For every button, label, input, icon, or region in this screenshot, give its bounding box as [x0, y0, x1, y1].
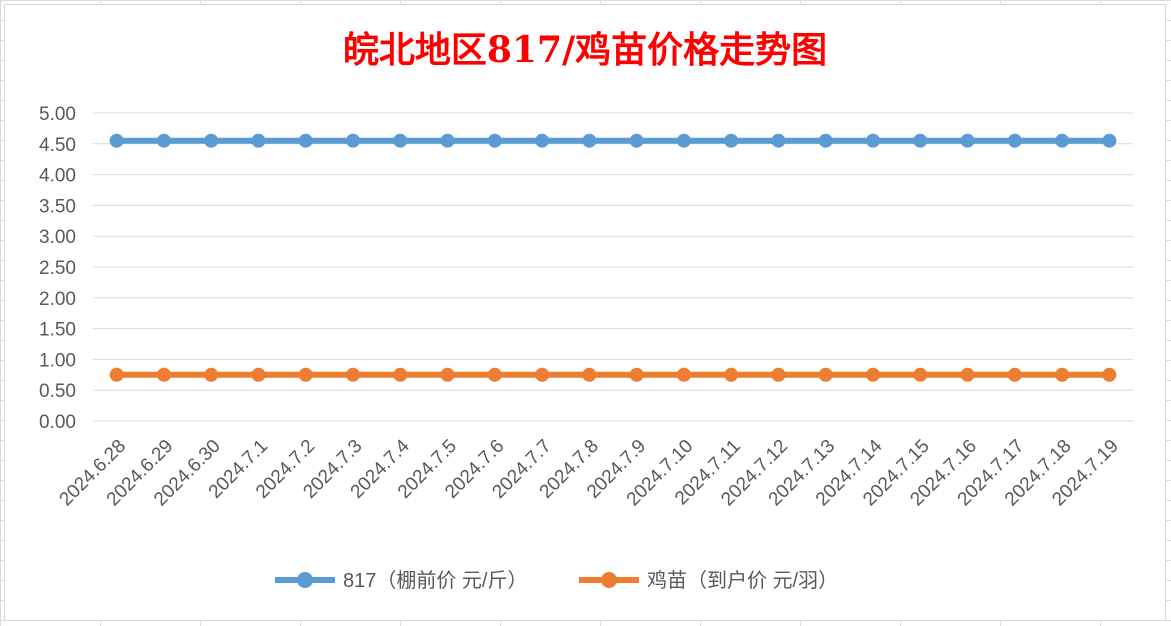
legend-swatch-marker [297, 572, 313, 588]
data-point [866, 133, 880, 148]
data-point [724, 367, 739, 382]
legend: 817（棚前价 元/斤） 鸡苗（到户价 元/羽） [275, 569, 838, 592]
legend-swatch-marker [601, 572, 617, 588]
data-point [251, 367, 266, 382]
data-point [298, 367, 313, 382]
y-tick-label: 2.50 [39, 258, 76, 279]
data-point [346, 133, 360, 148]
data-point [109, 367, 124, 382]
data-point [818, 367, 833, 382]
data-point [913, 133, 928, 148]
data-point [393, 133, 408, 148]
data-point [393, 367, 408, 382]
data-point [535, 367, 550, 382]
data-point [1102, 133, 1117, 148]
data-point [440, 133, 455, 148]
data-point [156, 133, 171, 148]
y-tick-label: 5.00 [39, 104, 76, 125]
y-tick-label: 1.00 [39, 350, 76, 371]
data-point [676, 367, 691, 382]
data-point [251, 133, 266, 148]
data-point [676, 133, 691, 148]
data-point [298, 133, 313, 148]
data-point [487, 133, 502, 148]
legend-label: 鸡苗（到户价 元/羽） [647, 569, 838, 592]
data-point [771, 367, 786, 382]
data-point [156, 367, 171, 382]
legend-label: 817（棚前价 元/斤） [343, 569, 527, 592]
y-tick-label: 4.00 [39, 166, 76, 187]
chart-title: 皖北地区817/鸡苗价格走势图 [343, 29, 827, 71]
data-point [535, 133, 550, 148]
data-point [582, 133, 597, 148]
data-point [1055, 367, 1070, 382]
data-point [771, 133, 786, 148]
y-tick-label: 1.50 [39, 320, 76, 341]
y-tick-label: 2.00 [39, 289, 76, 310]
data-point [629, 367, 644, 382]
data-point [1102, 367, 1117, 382]
data-point [866, 367, 880, 382]
y-tick-label: 3.50 [39, 196, 76, 217]
data-point [440, 367, 455, 382]
y-tick-label: 0.50 [39, 381, 76, 402]
data-point [1007, 133, 1022, 148]
chart-frame [4, 4, 1166, 621]
data-point [724, 133, 739, 148]
data-point [1007, 367, 1022, 382]
y-tick-label: 3.00 [39, 227, 76, 248]
data-point [204, 133, 219, 148]
data-point [1055, 133, 1070, 148]
y-tick-label: 0.00 [39, 412, 76, 433]
data-point [960, 133, 975, 148]
y-tick-label: 4.50 [39, 135, 76, 156]
data-point [960, 367, 975, 382]
grid-lines [93, 112, 1133, 422]
y-axis: 0.00 0.50 1.00 1.50 2.00 2.50 3.00 3.50 4.00 4.50… [39, 104, 76, 433]
data-point [818, 133, 833, 148]
x-axis: 2024.6.282024.6.292024.6.302024.7.12024.… [56, 435, 1123, 510]
data-point [204, 367, 219, 382]
data-point [629, 133, 644, 148]
data-point [346, 367, 360, 382]
series-layer [109, 133, 1117, 382]
data-point [913, 367, 928, 382]
data-point [109, 133, 124, 148]
data-point [487, 367, 502, 382]
data-point [582, 367, 597, 382]
